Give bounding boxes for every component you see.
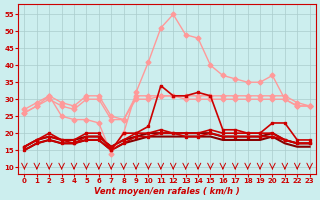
- X-axis label: Vent moyen/en rafales ( km/h ): Vent moyen/en rafales ( km/h ): [94, 187, 240, 196]
